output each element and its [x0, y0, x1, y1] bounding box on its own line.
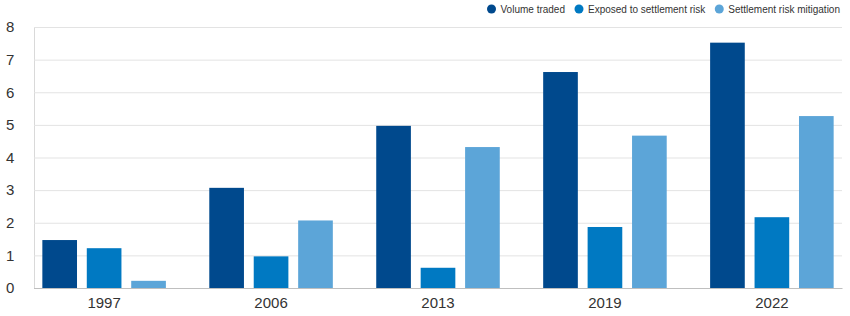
- legend-item: Volume traded: [487, 4, 565, 15]
- bar: [87, 248, 122, 288]
- x-tick-label: 2019: [588, 294, 621, 311]
- x-tick: 2022: [755, 288, 788, 311]
- series: [131, 116, 833, 288]
- grid-line: [34, 27, 842, 28]
- bar: [755, 217, 790, 288]
- y-tick-label: 8: [6, 18, 14, 35]
- x-axis: 1997 2006 2013 2019 2022: [35, 288, 843, 311]
- x-axis-line: [35, 288, 843, 289]
- y-tick-label: 4: [6, 149, 14, 166]
- legend-swatch: [715, 5, 724, 14]
- y-tick-label: 1: [6, 247, 14, 264]
- bar: [209, 188, 244, 288]
- x-tick: 1997: [87, 288, 120, 311]
- bar: [131, 281, 166, 288]
- grid-line: [34, 288, 842, 289]
- x-tick: 2006: [254, 288, 287, 311]
- x-tick-label: 2013: [421, 294, 454, 311]
- chart: 0 1 2 3 4 5 6 7 8 1997 2006 2013 2019 2022 Volume trad…: [0, 0, 850, 316]
- legend-label: Exposed to settlement risk: [588, 4, 706, 15]
- bar: [465, 147, 500, 288]
- bar: [710, 43, 745, 288]
- x-tick-label: 2006: [254, 294, 287, 311]
- series: [87, 217, 789, 288]
- bar: [254, 256, 289, 288]
- legend-item: Exposed to settlement risk: [575, 4, 707, 15]
- bars: [42, 43, 833, 288]
- bar: [632, 136, 667, 288]
- y-tick-label: 5: [6, 116, 14, 133]
- y-tick-label: 0: [6, 279, 14, 296]
- bar: [376, 126, 411, 288]
- y-tick-label: 3: [6, 181, 14, 198]
- y-axis: 0 1 2 3 4 5 6 7 8: [6, 18, 842, 296]
- bar: [421, 268, 456, 288]
- bar: [42, 240, 77, 288]
- y-tick: 8: [6, 18, 842, 35]
- y-axis-line: [35, 28, 843, 289]
- legend-swatch: [575, 5, 584, 14]
- x-tick: 2013: [421, 288, 454, 311]
- x-tick-label: 2022: [755, 294, 788, 311]
- legend: Volume traded Exposed to settlement risk S…: [487, 4, 840, 15]
- legend-label: Volume traded: [501, 4, 566, 15]
- legend-item: Settlement risk mitigation: [715, 4, 840, 15]
- bar: [799, 116, 834, 288]
- y-tick-label: 2: [6, 214, 14, 231]
- plot: 0 1 2 3 4 5 6 7 8 1997 2006 2013 2019 2022: [6, 18, 843, 310]
- bar: [588, 227, 623, 288]
- legend-swatch: [487, 5, 496, 14]
- y-tick-label: 7: [6, 51, 14, 68]
- x-tick-label: 1997: [87, 294, 120, 311]
- y-tick-label: 6: [6, 84, 14, 101]
- legend-label: Settlement risk mitigation: [728, 4, 840, 15]
- bar: [298, 220, 333, 288]
- x-tick: 2019: [588, 288, 621, 311]
- bar: [543, 72, 578, 288]
- series: [42, 43, 744, 288]
